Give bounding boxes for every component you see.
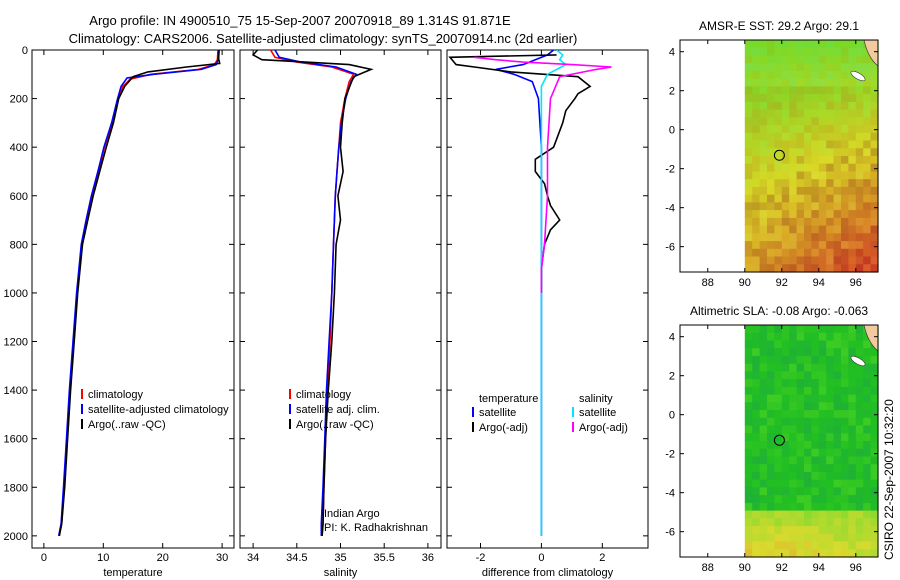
y-tick-label: 1200 <box>4 337 28 349</box>
series-line-2 <box>58 50 221 537</box>
y-tick-label: 1600 <box>4 434 28 446</box>
legend-label: Argo(..raw -QC) <box>88 419 166 431</box>
series-line-1 <box>448 54 592 293</box>
legend-column-title: temperature <box>479 393 538 405</box>
y-tick-label: -2 <box>665 449 675 461</box>
y-tick-label: 1800 <box>4 482 28 494</box>
legend-label: satellite <box>479 407 516 419</box>
map-title: Altimetric SLA: -0.08 Argo: -0.063 <box>690 304 868 318</box>
island <box>850 70 866 82</box>
y-tick-label: 4 <box>669 47 675 59</box>
x-tick-label: 92 <box>776 562 788 574</box>
x-tick-label: 90 <box>739 562 751 574</box>
argo-position-marker <box>773 149 785 161</box>
y-tick-label: 800 <box>10 239 28 251</box>
series-line-3 <box>474 56 612 293</box>
series-line-1 <box>274 50 358 536</box>
difference-panel: -2 0 2 difference from climatology temperatu… <box>446 49 649 579</box>
series-line-2 <box>251 50 374 536</box>
legend-label: Argo(..raw -QC) <box>296 419 374 431</box>
x-axis-label: temperature <box>103 567 162 579</box>
legend-label: satellite adj. clim. <box>296 404 380 416</box>
legend-label: satellite <box>579 407 616 419</box>
y-tick-label: 200 <box>10 94 28 106</box>
header-line-1: Argo profile: IN 4900510_75 15-Sep-2007 … <box>89 13 511 28</box>
legend-label: climatology <box>296 389 352 401</box>
series-line-1 <box>57 50 220 537</box>
y-tick-label: 4 <box>669 332 675 344</box>
y-tick-label: 2 <box>669 86 675 98</box>
plot-frame <box>446 49 649 549</box>
x-tick-label: 88 <box>702 277 714 289</box>
legend-label: climatology <box>88 389 144 401</box>
legend-label: satellite-adjusted climatology <box>88 404 229 416</box>
x-tick-label: 0 <box>41 552 47 564</box>
x-tick-label: 10 <box>97 552 109 564</box>
y-tick-label: 600 <box>10 191 28 203</box>
series-line-2 <box>540 50 568 536</box>
salinity-panel: 34 34.5 35 35.5 36 salinity climatology satelli… <box>239 49 442 579</box>
legend-label: Argo(-adj) <box>579 422 628 434</box>
x-tick-label: 2 <box>599 552 605 564</box>
series-line-0 <box>495 50 555 536</box>
map-frame <box>679 324 879 558</box>
header-line-2: Climatology: CARS2006. Satellite-adjuste… <box>69 31 578 46</box>
map-frame <box>679 39 879 273</box>
x-tick-label: 35.5 <box>373 552 394 564</box>
series-line-0 <box>58 50 219 537</box>
legend-label: Argo(-adj) <box>479 422 528 434</box>
y-tick-label: 2 <box>669 371 675 383</box>
y-tick-label: -6 <box>665 527 675 539</box>
y-tick-label: 2000 <box>4 531 28 543</box>
x-tick-label: 20 <box>157 552 169 564</box>
x-tick-label: 30 <box>216 552 228 564</box>
y-tick-label: -2 <box>665 164 675 176</box>
sst-map-panel: AMSR-E SST: 29.2 Argo: 29.1 88 90 92 94 96 4 2 0… <box>665 19 879 289</box>
x-tick-label: 36 <box>422 552 434 564</box>
annotation-line: Indian Argo <box>324 508 380 520</box>
x-tick-label: 96 <box>850 562 862 574</box>
annotation-line: PI: K. Radhakrishnan <box>324 522 428 534</box>
x-tick-label: 34.5 <box>286 552 307 564</box>
x-tick-label: 92 <box>776 277 788 289</box>
x-tick-label: 88 <box>702 562 714 574</box>
temperature-panel: 0 10 20 30 temperature 0 200 400 600 800 1000 1200 1… <box>4 45 235 579</box>
y-tick-label: 400 <box>10 142 28 154</box>
credit-text: CSIRO 22-Sep-2007 10:32:20 <box>882 399 896 560</box>
sla-map-panel: Altimetric SLA: -0.08 Argo: -0.063 88 90 92… <box>665 304 879 574</box>
x-tick-label: -2 <box>476 552 486 564</box>
x-tick-label: 0 <box>538 552 544 564</box>
y-tick-label: 1400 <box>4 385 28 397</box>
y-tick-label: 0 <box>22 45 28 57</box>
y-tick-label: 0 <box>669 410 675 422</box>
x-tick-label: 35 <box>334 552 346 564</box>
x-tick-label: 96 <box>850 277 862 289</box>
y-tick-label: -4 <box>665 203 675 215</box>
y-tick-label: -6 <box>665 242 675 254</box>
island <box>850 355 866 367</box>
argo-position-marker <box>773 434 785 446</box>
y-tick-label: 1000 <box>4 288 28 300</box>
x-tick-label: 94 <box>813 277 825 289</box>
y-tick-label: -4 <box>665 488 675 500</box>
plot-frame <box>31 49 235 549</box>
x-tick-label: 34 <box>247 552 259 564</box>
legend-column-title: salinity <box>579 393 613 405</box>
y-tick-label: 0 <box>669 125 675 137</box>
map-title: AMSR-E SST: 29.2 Argo: 29.1 <box>699 19 859 33</box>
x-tick-label: 90 <box>739 277 751 289</box>
x-tick-label: 94 <box>813 562 825 574</box>
x-axis-label: difference from climatology <box>482 567 614 579</box>
x-axis-label: salinity <box>324 567 358 579</box>
